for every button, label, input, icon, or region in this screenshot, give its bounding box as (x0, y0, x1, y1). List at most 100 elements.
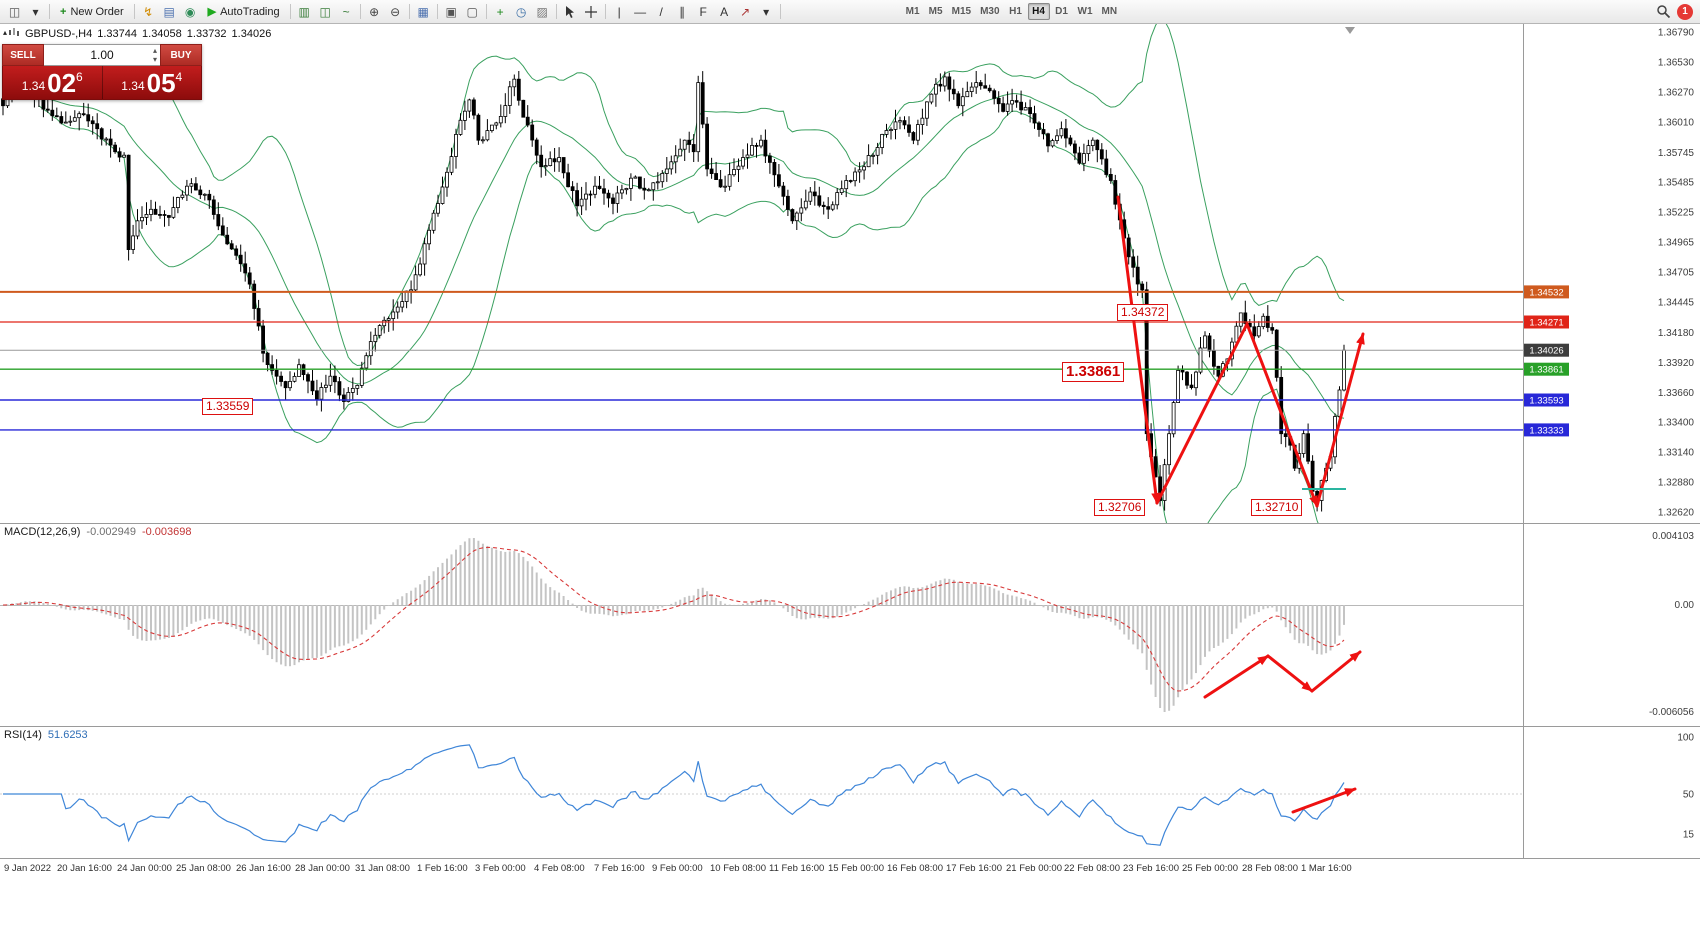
new-order-button-icon: + (60, 5, 67, 18)
cursor-icon[interactable] (560, 3, 581, 21)
svg-text:28 Feb 08:00: 28 Feb 08:00 (1242, 863, 1298, 874)
new-order-button-label: New Order (70, 5, 124, 18)
horizontal-line-icon[interactable]: — (630, 3, 651, 21)
volume-field[interactable]: 1.00 ▴ ▾ (44, 44, 160, 66)
sell-button[interactable]: SELL (2, 44, 44, 66)
shapes-dropdown-icon[interactable]: ▾ (756, 3, 777, 21)
svg-text:1.34180: 1.34180 (1658, 328, 1695, 339)
buy-pips: 05 (146, 67, 176, 98)
crosshair-icon[interactable] (581, 3, 602, 21)
svg-text:11 Feb 16:00: 11 Feb 16:00 (769, 863, 824, 874)
svg-text:3 Feb 00:00: 3 Feb 00:00 (475, 863, 526, 874)
timeframe-d1-button[interactable]: D1 (1051, 3, 1073, 20)
refresh-data-icon[interactable]: ◉ (180, 3, 201, 21)
market-watch-icon[interactable]: ▤ (159, 3, 180, 21)
timeframe-m30-button[interactable]: M30 (976, 3, 1003, 20)
toolbar: ◫ ▾ + New Order ↯ ▤ ◉ ▶ AutoTrading ▥ ◫ ~ ⊕ ⊖ ▦ ▣ ▢ + ◷ ▨ | —… (0, 0, 1700, 24)
line-chart-icon[interactable]: ~ (336, 3, 357, 21)
svg-text:1.34445: 1.34445 (1658, 297, 1695, 308)
svg-text:21 Feb 00:00: 21 Feb 00:00 (1006, 863, 1062, 874)
trend-arrow-macd (1266, 654, 1314, 693)
fibonacci-icon[interactable]: F (693, 3, 714, 21)
price-tag-1.34026 (1524, 343, 1569, 357)
buy-price-display[interactable]: 1.34 05 4 (103, 66, 202, 99)
timeframe-mn-button[interactable]: MN (1098, 3, 1122, 20)
trendline-icon[interactable]: / (651, 3, 672, 21)
chart-dropdown-arrow-icon[interactable]: ▾ (25, 3, 46, 21)
volume-up-arrow[interactable]: ▴ (152, 46, 157, 55)
svg-text:1.33400: 1.33400 (1658, 418, 1695, 429)
sell-price-display[interactable]: 1.34 02 6 (3, 66, 103, 99)
timeframe-h4-button[interactable]: H4 (1027, 3, 1050, 20)
timeframe-h1-button[interactable]: H1 (1005, 3, 1027, 20)
timeframe-m15-button[interactable]: M15 (948, 3, 975, 20)
auto-arrange-icon[interactable]: ▣ (441, 3, 462, 21)
tile-windows-icon[interactable]: ▦ (413, 3, 434, 21)
chart-shift-marker[interactable] (1345, 27, 1355, 34)
horizontal-level-lines (0, 290, 1523, 431)
svg-text:9 Jan 2022: 9 Jan 2022 (4, 863, 51, 874)
toolbar-separator (359, 4, 361, 19)
vertical-line-icon[interactable]: | (609, 3, 630, 21)
chart-grid-icon[interactable]: ▢ (462, 3, 483, 21)
search-icon[interactable] (1653, 3, 1674, 21)
arrow-tool-icon[interactable]: ↗ (735, 3, 756, 21)
svg-text:-0.006056: -0.006056 (1649, 707, 1694, 718)
volume-spinner[interactable]: ▴ ▾ (153, 46, 157, 64)
svg-text:1.36530: 1.36530 (1658, 57, 1695, 68)
svg-text:20 Jan 16:00: 20 Jan 16:00 (57, 863, 112, 874)
autotrading-button-icon: ▶ (207, 6, 217, 18)
timeframe-m5-button[interactable]: M5 (925, 3, 947, 20)
svg-text:15: 15 (1683, 829, 1695, 840)
timeframe-m1-button[interactable]: M1 (902, 3, 924, 20)
svg-text:1.36010: 1.36010 (1658, 117, 1695, 128)
svg-text:25 Feb 00:00: 25 Feb 00:00 (1182, 863, 1238, 874)
price-tag-1.34532 (1524, 285, 1569, 299)
candlestick-chart-icon[interactable]: ◫ (315, 3, 336, 21)
toolbar-separator (49, 4, 50, 19)
indicators-add-icon[interactable]: + (490, 3, 511, 21)
volume-down-arrow[interactable]: ▾ (152, 55, 157, 64)
toolbar-separator (779, 4, 781, 19)
autotrading-button[interactable]: ▶ AutoTrading (201, 3, 287, 21)
zoom-out-icon[interactable]: ⊖ (385, 3, 406, 21)
svg-text:16 Feb 08:00: 16 Feb 08:00 (887, 863, 943, 874)
svg-text:4 Feb 08:00: 4 Feb 08:00 (534, 863, 585, 874)
templates-icon[interactable]: ▨ (532, 3, 553, 21)
svg-text:24 Jan 00:00: 24 Jan 00:00 (117, 863, 172, 874)
notification-badge[interactable]: 1 (1677, 3, 1693, 20)
zoom-in-icon[interactable]: ⊕ (364, 3, 385, 21)
svg-text:26 Jan 16:00: 26 Jan 16:00 (236, 863, 291, 874)
svg-text:1.33593: 1.33593 (1529, 396, 1563, 407)
price-tag-1.33593 (1524, 393, 1569, 407)
trend-arrow-main (1155, 322, 1249, 505)
text-tool-icon[interactable]: A (714, 3, 735, 21)
chart-thumbnail-icon[interactable]: ◫ (4, 3, 25, 21)
toolbar-separator (408, 4, 410, 19)
bollinger-bands (38, 24, 1345, 523)
price-tag-1.33333 (1524, 423, 1569, 437)
bar-chart-icon[interactable]: ▥ (294, 3, 315, 21)
svg-text:31 Jan 08:00: 31 Jan 08:00 (355, 863, 410, 874)
svg-text:7 Feb 16:00: 7 Feb 16:00 (594, 863, 645, 874)
svg-text:1.33920: 1.33920 (1658, 358, 1695, 369)
price-axis[interactable]: 1.36790 1.36530 1.36270 1.36010 1.35745 1.354… (1524, 28, 1694, 841)
svg-text:1.35745: 1.35745 (1658, 148, 1695, 159)
new-order-button[interactable]: + New Order (53, 3, 131, 21)
lightning-icon[interactable]: ↯ (138, 3, 159, 21)
panel-separators (0, 24, 1700, 859)
svg-text:9 Feb 00:00: 9 Feb 00:00 (652, 863, 703, 874)
buy-big-figure: 1.34 (121, 79, 145, 93)
svg-text:15 Feb 00:00: 15 Feb 00:00 (828, 863, 884, 874)
svg-text:1.32880: 1.32880 (1658, 478, 1695, 489)
svg-text:23 Feb 16:00: 23 Feb 16:00 (1123, 863, 1179, 874)
buy-button[interactable]: BUY (160, 44, 202, 66)
svg-text:1.34271: 1.34271 (1529, 318, 1563, 329)
periods-clock-icon[interactable]: ◷ (511, 3, 532, 21)
svg-text:1 Mar 16:00: 1 Mar 16:00 (1301, 863, 1352, 874)
time-axis[interactable]: 9 Jan 2022 20 Jan 16:00 24 Jan 00:00 25 Jan… (4, 863, 1352, 874)
timeframe-w1-button[interactable]: W1 (1074, 3, 1097, 20)
equidistant-channel-icon[interactable]: ∥ (672, 3, 693, 21)
